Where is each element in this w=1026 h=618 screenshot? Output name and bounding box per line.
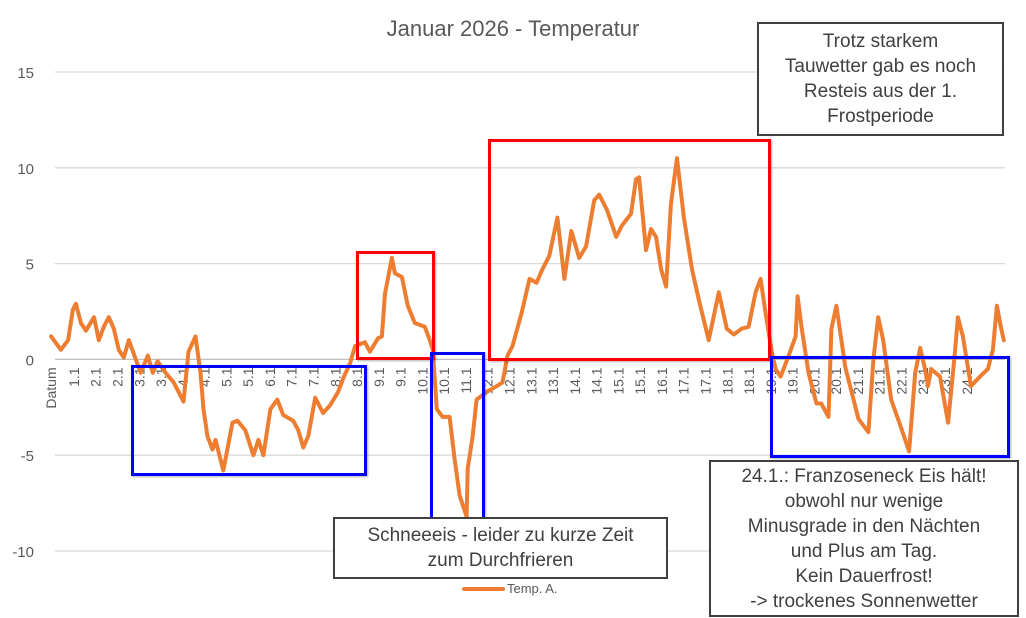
x-tick-label: 14.1 [589, 367, 605, 394]
x-tick-label: 6.1 [262, 367, 278, 387]
frost-highlight-box-1 [131, 365, 367, 476]
x-tick-label: 21.1 [850, 367, 866, 394]
x-tick-label: 9.1 [393, 367, 409, 387]
x-tick-label: 13.1 [523, 367, 539, 394]
annotation-middle: Schneeeis - leider zu kurze Zeit zum Dur… [333, 517, 668, 579]
x-tick-label: 16.1 [654, 367, 670, 394]
annotation-middle-text: Schneeeis - leider zu kurze Zeit zum Dur… [367, 525, 634, 571]
x-tick-label: 21.1 [872, 367, 888, 394]
legend-label: Temp. A. [507, 581, 558, 596]
x-tick-label: 8.1 [349, 367, 365, 387]
x-tick-label: 15.1 [632, 367, 648, 394]
x-tick-label: 3.1 [131, 367, 147, 387]
x-axis-label: Datum [43, 367, 59, 408]
x-tick-label: 11.1 [458, 367, 474, 393]
legend: Temp. A. [462, 581, 558, 596]
x-tick-label: 18.1 [719, 367, 735, 394]
x-tick-label: 5.1 [240, 367, 256, 387]
y-tick-label: 5 [26, 257, 34, 274]
x-tick-label: 8.1 [327, 367, 343, 387]
x-tick-label: 5.1 [218, 367, 234, 387]
x-tick-label: 18.1 [741, 367, 757, 394]
annotation-bottom-right: 24.1.: Franzoseneck Eis hält! obwohl nur… [709, 460, 1019, 617]
x-tick-label: 17.1 [697, 367, 713, 394]
x-tick-label: 2.1 [110, 367, 126, 387]
annotation-top-right: Trotz starkem Tauwetter gab es noch Rest… [757, 22, 1004, 136]
frost-highlight-box-2 [430, 352, 485, 527]
y-tick-label: -5 [21, 448, 34, 465]
x-tick-label: 14.1 [567, 367, 583, 394]
annotation-top-right-text: Trotz starkem Tauwetter gab es noch Rest… [784, 31, 977, 127]
x-tick-label: 20.1 [828, 367, 844, 394]
x-tick-label: 15.1 [610, 367, 626, 394]
y-tick-label: -10 [12, 544, 34, 561]
series-line-temp-a [49, 156, 1006, 519]
thaw-highlight-box-2 [488, 139, 771, 361]
thaw-highlight-box-1 [356, 251, 435, 360]
x-tick-label: 17.1 [676, 367, 692, 394]
x-tick-label: 7.1 [305, 367, 321, 387]
chart-title: Januar 2026 - Temperatur [386, 16, 640, 41]
x-tick-label: 19.1 [785, 367, 801, 394]
x-tick-label: 22.1 [893, 367, 909, 394]
y-tick-label: 10 [17, 161, 34, 178]
y-tick-label: 0 [26, 352, 34, 369]
legend-swatch [462, 586, 505, 591]
x-tick-label: 2.1 [88, 367, 104, 387]
x-tick-label: 10.1 [414, 367, 430, 394]
x-tick-label: 13.1 [545, 367, 561, 394]
x-tick-label: 7.1 [284, 367, 300, 387]
x-tick-label: 9.1 [371, 367, 387, 387]
x-tick-label: 1.1 [66, 367, 82, 387]
y-tick-label: 15 [17, 65, 34, 82]
annotation-bottom-right-text: 24.1.: Franzoseneck Eis hält! obwohl nur… [741, 465, 987, 612]
x-tick-label: 10.1 [436, 367, 452, 394]
frost-highlight-box-3 [770, 356, 1010, 458]
